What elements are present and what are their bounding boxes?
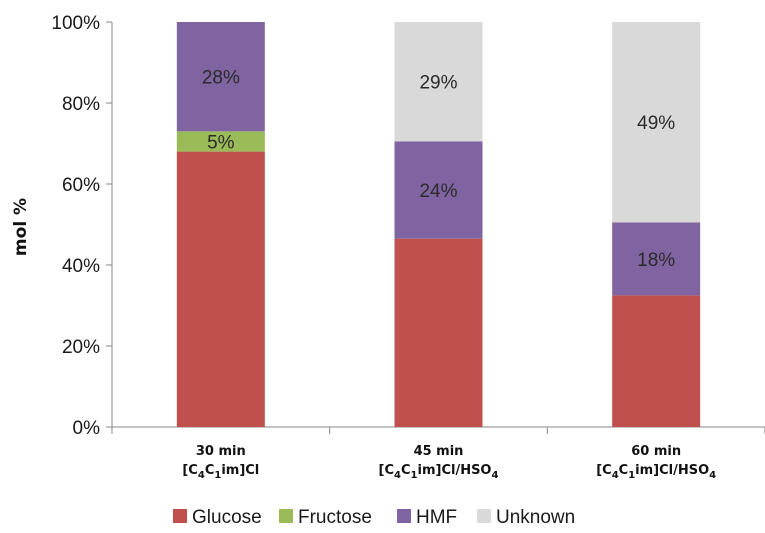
bar-segment-hmf <box>176 22 265 132</box>
bar-segment-hmf <box>394 141 483 239</box>
x-tick-label-line1: 45 min <box>414 444 464 459</box>
subscript: 1 <box>411 470 418 481</box>
data-label: 28% <box>202 68 240 89</box>
subscript: 4 <box>198 470 205 481</box>
y-tick-label: 80% <box>62 94 100 115</box>
subscript: 4 <box>612 470 619 481</box>
legend-label: Unknown <box>496 507 575 528</box>
y-tick-label: 60% <box>62 175 100 196</box>
legend-swatch-unknown <box>477 509 491 523</box>
x-tick-label-line1: 30 min <box>196 444 246 459</box>
legend-swatch-fructose <box>279 509 293 523</box>
data-label: 18% <box>637 250 675 271</box>
subscript: 1 <box>628 470 635 481</box>
label-text: [C <box>596 463 611 478</box>
y-tick-label: 100% <box>51 13 100 34</box>
label-text: [C <box>379 463 394 478</box>
bar-segment-glucose <box>176 151 265 427</box>
y-tick-label: 40% <box>62 256 100 277</box>
data-label: 5% <box>207 132 235 153</box>
x-tick-label-line2: [C4C1im]Cl/HSO4 <box>379 463 499 481</box>
label-text: [C <box>182 463 197 478</box>
subscript: 1 <box>214 470 221 481</box>
x-tick-label-line1: 60 min <box>631 444 681 459</box>
legend-swatch-glucose <box>173 509 187 523</box>
legend-label: HMF <box>416 507 457 528</box>
y-axis-label: mol % <box>11 198 31 256</box>
subscript: 4 <box>709 470 716 481</box>
legend-label: Glucose <box>192 507 262 528</box>
bar-segment-glucose <box>612 295 701 427</box>
data-label: 49% <box>637 113 675 134</box>
bar-segment-fructose <box>176 131 265 152</box>
label-text: im]Cl/HSO <box>635 463 709 478</box>
bar-segment-glucose <box>394 238 483 427</box>
bar-segment-unknown <box>612 22 701 223</box>
subscript: 4 <box>394 470 401 481</box>
label-text: C <box>205 463 215 478</box>
label-text: C <box>401 463 411 478</box>
label-text: C <box>619 463 629 478</box>
data-label: 24% <box>419 181 457 202</box>
plot-area: 0%20%40%60%80%100%5%28%30 min[C4C1im]Cl2… <box>51 13 765 481</box>
label-text: im]Cl/HSO <box>418 463 492 478</box>
data-label: 29% <box>419 73 457 94</box>
label-text: im]Cl <box>221 463 259 478</box>
bar-segment-unknown <box>394 22 483 142</box>
bar-segment-hmf <box>612 222 701 296</box>
legend-label: Fructose <box>298 507 372 528</box>
x-tick-label-line2: [C4C1im]Cl <box>182 463 259 481</box>
x-tick-label-line2: [C4C1im]Cl/HSO4 <box>596 463 716 481</box>
legend: Glucose Fructose HMF Unknown <box>173 507 575 528</box>
y-tick-label: 0% <box>73 418 101 439</box>
subscript: 4 <box>491 470 498 481</box>
y-tick-label: 20% <box>62 337 100 358</box>
legend-swatch-hmf <box>397 509 411 523</box>
